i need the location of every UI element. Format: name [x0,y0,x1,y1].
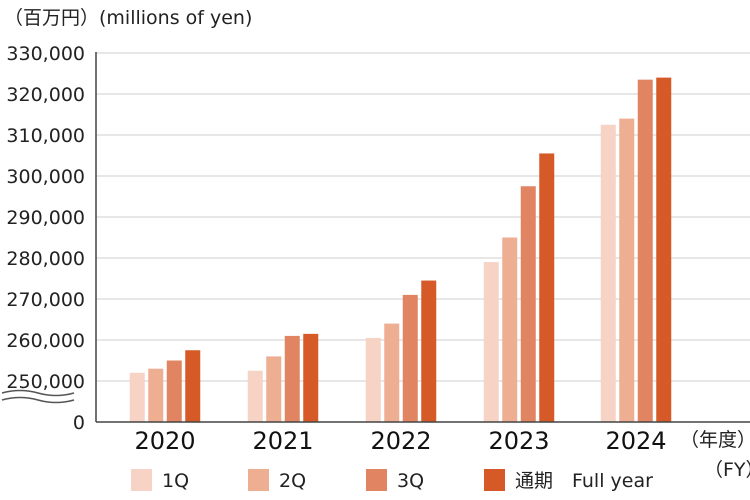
bar-2024-4 [656,77,672,422]
x-tick-label: 2021 [252,427,313,455]
gridlines [96,52,750,382]
y-tick-label: 290,000 [6,207,85,229]
legend-item: 2Q [248,469,306,492]
y-axis-unit-label: （百万円）(millions of yen) [4,7,252,29]
legend-swatch [248,469,269,491]
legend-label: 1Q [162,470,189,492]
bars [129,77,672,423]
legend-label: 通期 Full year [515,470,653,492]
legend-item: 1Q [131,469,189,492]
legend-swatch [131,469,152,491]
legend-swatch [484,469,505,491]
bar-2022-3 [402,294,418,422]
bar-2021-2 [266,356,282,422]
bar-2023-2 [502,237,518,422]
x-tick-label: 2023 [488,427,549,455]
bar-2023-3 [520,186,536,422]
legend-swatch [366,469,387,491]
axes [95,52,750,423]
y-tick-label: 0 [73,412,85,434]
legend-item: 通期 Full year [484,469,653,492]
bar-2022-4 [421,280,437,422]
x-tick-label: 2022 [370,427,431,455]
bar-2023-4 [539,153,555,422]
y-tick-label: 310,000 [6,125,85,147]
legend-item: 3Q [366,469,424,492]
bar-2022-1 [365,337,381,422]
y-tick-labels: 0 250,000 260,000 270,000 280,000 290,000 300,… [6,43,85,434]
x-tick-labels: 2020 2021 2022 2023 2024 [134,427,666,455]
bar-2024-1 [600,124,616,422]
y-tick-label: 270,000 [6,289,85,311]
y-tick-label: 300,000 [6,166,85,188]
x-axis-unit-label-en: （FY） [704,459,750,481]
y-tick-label: 250,000 [6,371,85,393]
y-tick-label: 280,000 [6,248,85,270]
bar-2021-4 [303,333,319,422]
bar-2024-2 [619,118,635,422]
bar-2023-1 [483,262,499,422]
bar-2020-4 [185,350,201,422]
bar-2022-2 [384,323,400,422]
bar-2020-2 [148,368,164,422]
bar-2020-3 [166,360,182,422]
y-tick-label: 260,000 [6,330,85,352]
y-tick-label: 330,000 [6,43,85,65]
bar-2024-3 [637,79,653,423]
bar-2021-3 [284,335,300,422]
x-axis-unit-label-jp: （年度） [680,429,750,451]
legend: 1Q 2Q 3Q 通期 Full year [131,469,653,492]
legend-label: 2Q [279,470,306,492]
y-tick-label: 320,000 [6,84,85,106]
legend-label: 3Q [397,470,424,492]
axis-break-icon [1,389,75,404]
bar-2021-1 [247,370,263,422]
x-tick-label: 2020 [134,427,195,455]
x-tick-label: 2024 [605,427,666,455]
bar-2020-1 [129,372,145,422]
